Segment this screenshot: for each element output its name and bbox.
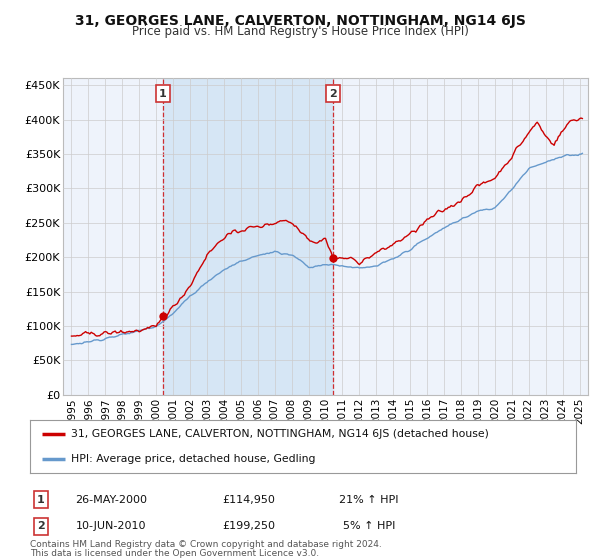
Text: Contains HM Land Registry data © Crown copyright and database right 2024.: Contains HM Land Registry data © Crown c… — [30, 540, 382, 549]
Text: 2: 2 — [37, 521, 44, 531]
Text: 31, GEORGES LANE, CALVERTON, NOTTINGHAM, NG14 6JS: 31, GEORGES LANE, CALVERTON, NOTTINGHAM,… — [74, 14, 526, 28]
Text: £199,250: £199,250 — [223, 521, 275, 531]
Text: 1: 1 — [37, 494, 44, 505]
Text: HPI: Average price, detached house, Gedling: HPI: Average price, detached house, Gedl… — [71, 454, 316, 464]
Text: This data is licensed under the Open Government Licence v3.0.: This data is licensed under the Open Gov… — [30, 549, 319, 558]
Text: Price paid vs. HM Land Registry's House Price Index (HPI): Price paid vs. HM Land Registry's House … — [131, 25, 469, 38]
Text: 21% ↑ HPI: 21% ↑ HPI — [339, 494, 399, 505]
Text: 1: 1 — [159, 88, 167, 99]
Text: 26-MAY-2000: 26-MAY-2000 — [75, 494, 147, 505]
Text: 10-JUN-2010: 10-JUN-2010 — [76, 521, 146, 531]
Bar — [163, 78, 333, 395]
Text: 2: 2 — [329, 88, 337, 99]
Text: 5% ↑ HPI: 5% ↑ HPI — [343, 521, 395, 531]
Text: 31, GEORGES LANE, CALVERTON, NOTTINGHAM, NG14 6JS (detached house): 31, GEORGES LANE, CALVERTON, NOTTINGHAM,… — [71, 430, 489, 440]
Text: £114,950: £114,950 — [223, 494, 275, 505]
